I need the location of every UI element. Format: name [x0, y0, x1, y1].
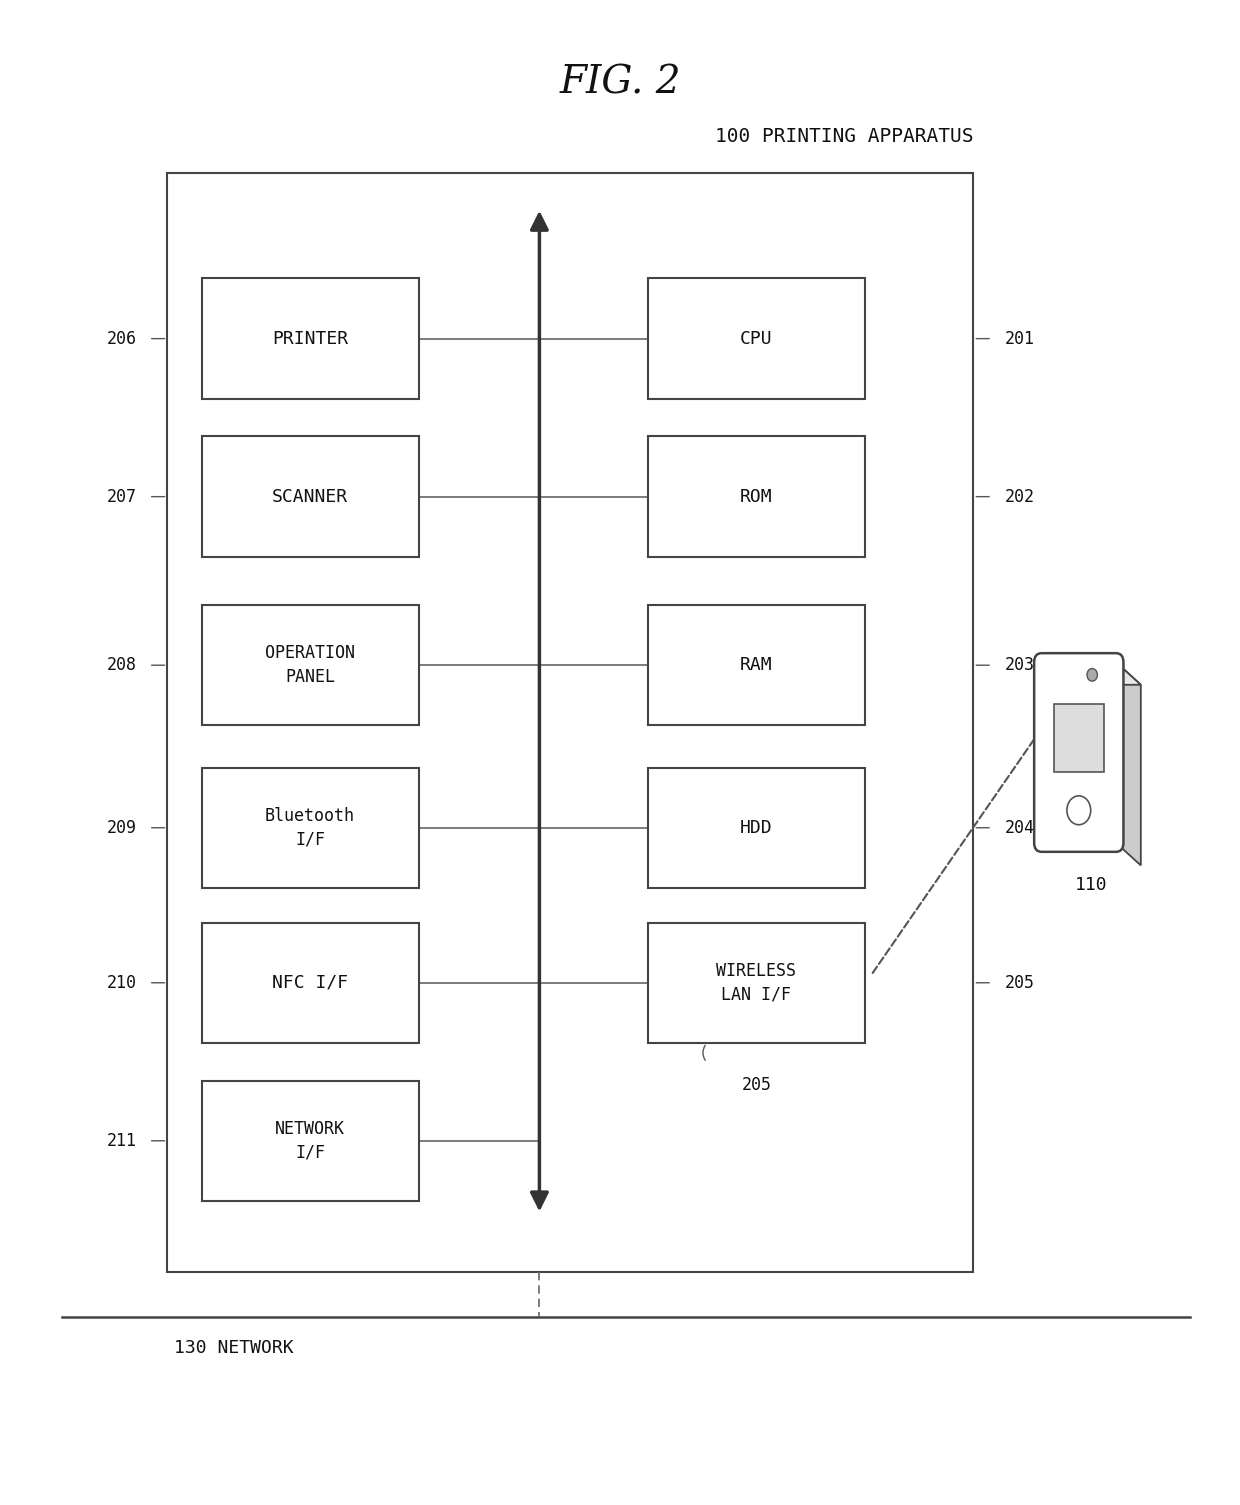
Polygon shape: [1042, 662, 1141, 685]
FancyBboxPatch shape: [1034, 653, 1123, 852]
Text: NETWORK
I/F: NETWORK I/F: [275, 1120, 345, 1162]
Text: 211: 211: [107, 1132, 136, 1150]
Text: 130 NETWORK: 130 NETWORK: [174, 1339, 293, 1358]
Text: 208: 208: [107, 656, 136, 674]
Text: RAM: RAM: [740, 656, 773, 674]
Bar: [647, 605, 866, 725]
Text: 202: 202: [1004, 488, 1034, 506]
Bar: [1054, 704, 1104, 772]
Text: 201: 201: [1004, 330, 1034, 348]
Text: 209: 209: [107, 819, 136, 837]
Text: FIG. 2: FIG. 2: [559, 65, 681, 101]
Text: 207: 207: [107, 488, 136, 506]
Text: NFC I/F: NFC I/F: [272, 974, 348, 992]
Text: HDD: HDD: [740, 819, 773, 837]
Text: 210: 210: [107, 974, 136, 992]
Text: ROM: ROM: [740, 488, 773, 506]
Text: 110: 110: [1075, 876, 1107, 894]
Text: 100 PRINTING APPARATUS: 100 PRINTING APPARATUS: [715, 126, 973, 146]
Text: 205: 205: [742, 1076, 771, 1094]
Polygon shape: [1116, 662, 1141, 865]
Bar: [647, 436, 866, 557]
Bar: [201, 278, 419, 399]
Bar: [647, 768, 866, 888]
Text: 203: 203: [1004, 656, 1034, 674]
Bar: [201, 1081, 419, 1201]
Text: 204: 204: [1004, 819, 1034, 837]
Bar: [201, 605, 419, 725]
Text: Bluetooth
I/F: Bluetooth I/F: [265, 807, 355, 849]
Text: 206: 206: [107, 330, 136, 348]
Bar: [647, 278, 866, 399]
Text: WIRELESS
LAN I/F: WIRELESS LAN I/F: [717, 962, 796, 1004]
Bar: [201, 923, 419, 1043]
Text: OPERATION
PANEL: OPERATION PANEL: [265, 644, 355, 686]
Text: 205: 205: [1004, 974, 1034, 992]
Circle shape: [1066, 796, 1091, 825]
Bar: [167, 173, 973, 1272]
Bar: [201, 768, 419, 888]
Text: PRINTER: PRINTER: [272, 330, 348, 348]
Circle shape: [1087, 668, 1097, 682]
Text: CPU: CPU: [740, 330, 773, 348]
Text: SCANNER: SCANNER: [272, 488, 348, 506]
Bar: [201, 436, 419, 557]
FancyArrowPatch shape: [532, 215, 547, 1207]
Bar: [647, 923, 866, 1043]
